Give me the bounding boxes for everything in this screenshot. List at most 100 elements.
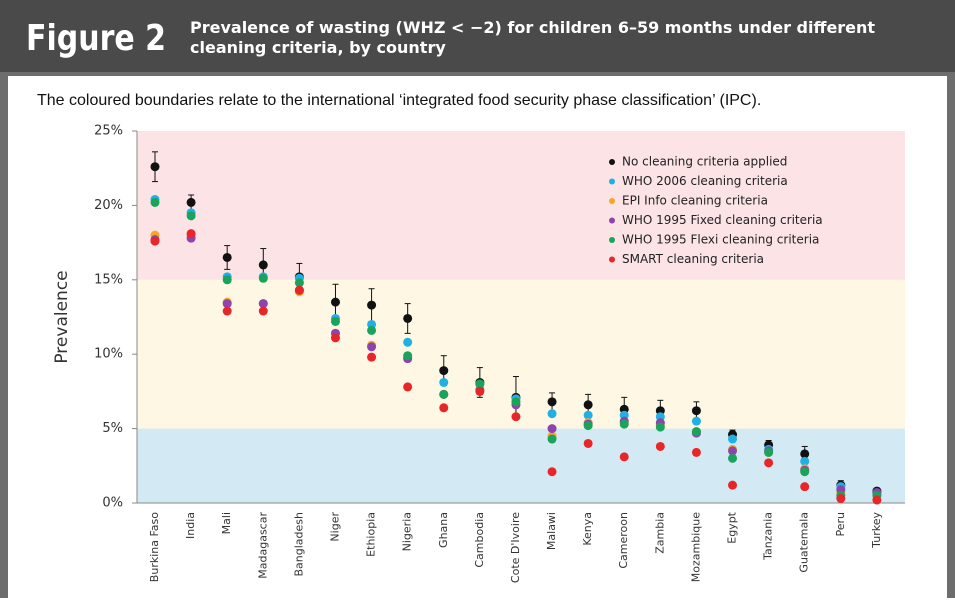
legend-marker: [609, 198, 615, 204]
point: [691, 447, 701, 457]
legend-marker: [609, 178, 615, 185]
point: [619, 452, 629, 462]
x-tick-label: Turkey: [870, 512, 883, 549]
point: [691, 406, 701, 416]
point: [330, 297, 340, 307]
chart-title: Prevalence of wasting (WHZ < −2) for chi…: [190, 18, 875, 57]
point: [728, 434, 738, 444]
point: [150, 162, 160, 172]
y-tick-label: 15%: [94, 272, 123, 287]
x-tick-label: Tanzania: [762, 512, 775, 561]
point: [764, 447, 774, 457]
x-tick-label: Zambia: [653, 512, 666, 554]
point: [222, 299, 232, 309]
point: [403, 313, 413, 323]
point: [367, 342, 377, 352]
y-tick-label: 25%: [94, 124, 123, 139]
point: [691, 416, 701, 426]
x-tick-label: Ethiopia: [365, 512, 378, 557]
x-tick-label: Peru: [834, 512, 847, 537]
point: [764, 458, 774, 468]
legend-marker: [609, 217, 615, 224]
header: [0, 0, 955, 72]
ipc-band: [137, 131, 905, 280]
point: [439, 403, 449, 413]
point: [800, 449, 810, 459]
point: [691, 427, 701, 437]
point: [186, 229, 196, 239]
point: [150, 197, 160, 207]
legend-label: SMART cleaning criteria: [622, 252, 764, 266]
point: [800, 467, 810, 477]
point: [583, 438, 593, 448]
x-tick-label: India: [184, 512, 197, 539]
x-tick-label: Cambodia: [473, 512, 486, 568]
legend-label: EPI Info cleaning criteria: [622, 194, 768, 208]
point: [439, 389, 449, 399]
point: [475, 379, 485, 389]
point: [222, 275, 232, 285]
point: [222, 306, 232, 316]
legend-marker: [609, 237, 615, 243]
point: [222, 252, 232, 262]
point: [547, 424, 557, 434]
figure-label: Figure 2: [26, 18, 166, 59]
y-tick-label: 20%: [94, 198, 123, 213]
x-tick-label: Ghana: [437, 512, 450, 548]
point: [258, 273, 268, 283]
legend-label: WHO 2006 cleaning criteria: [622, 174, 788, 188]
point: [367, 325, 377, 335]
point: [728, 446, 738, 456]
x-tick-label: Burkina Faso: [148, 512, 161, 582]
point: [330, 316, 340, 326]
x-tick-label: Cameroon: [617, 512, 630, 569]
point: [150, 236, 160, 246]
point: [583, 410, 593, 420]
x-tick-label: Mozambique: [689, 512, 702, 582]
point: [367, 300, 377, 310]
point: [872, 495, 882, 505]
legend-label: WHO 1995 Flexi cleaning criteria: [622, 233, 819, 247]
x-tick-label: Kenya: [581, 512, 594, 546]
point: [511, 397, 521, 407]
point: [294, 278, 304, 288]
ipc-band: [137, 428, 905, 503]
point: [294, 285, 304, 295]
x-tick-label: Mali: [220, 512, 233, 534]
point: [583, 421, 593, 431]
x-tick-label: Egypt: [726, 511, 739, 543]
y-tick-label: 10%: [94, 347, 123, 362]
point: [367, 352, 377, 362]
point: [583, 400, 593, 410]
point: [655, 422, 665, 432]
point: [258, 299, 268, 309]
point: [403, 382, 413, 392]
point: [547, 434, 557, 444]
point: [800, 456, 810, 466]
y-tick-label: 5%: [102, 421, 123, 436]
x-tick-label: Cote D'Ivoire: [509, 512, 522, 583]
point: [403, 337, 413, 347]
legend-label: No cleaning criteria applied: [622, 155, 787, 169]
y-tick-label: 0%: [102, 496, 123, 511]
x-tick-label: Niger: [328, 512, 341, 542]
legend-label: WHO 1995 Fixed cleaning criteria: [622, 213, 823, 227]
point: [439, 366, 449, 376]
point: [439, 377, 449, 387]
point: [547, 397, 557, 407]
point: [728, 453, 738, 463]
point: [836, 494, 846, 504]
x-tick-label: Nigeria: [401, 512, 414, 551]
point: [728, 480, 738, 490]
x-tick-label: Guatemala: [798, 512, 811, 573]
point: [800, 482, 810, 492]
point: [258, 306, 268, 316]
ipc-band: [137, 279, 905, 429]
point: [619, 419, 629, 429]
point: [511, 412, 521, 422]
x-tick-label: Bangladesh: [292, 512, 305, 577]
point: [258, 260, 268, 270]
legend-marker: [609, 159, 615, 165]
point: [186, 197, 196, 207]
